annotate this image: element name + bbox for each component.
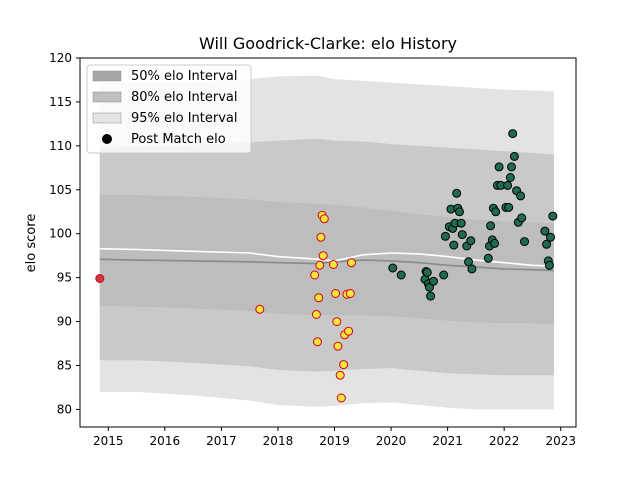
data-point bbox=[396, 270, 406, 280]
data-point bbox=[483, 253, 493, 263]
plot-area bbox=[95, 75, 558, 410]
data-point bbox=[494, 162, 504, 172]
y-tick-label: 80 bbox=[57, 402, 72, 416]
data-point bbox=[546, 232, 555, 242]
data-point bbox=[344, 326, 354, 336]
x-tick-label: 2017 bbox=[206, 434, 237, 448]
data-point bbox=[505, 173, 515, 182]
data-point bbox=[507, 162, 516, 172]
data-point bbox=[486, 221, 496, 231]
y-tick-label: 110 bbox=[49, 139, 72, 153]
data-point bbox=[491, 207, 501, 217]
y-tick-label: 95 bbox=[57, 271, 72, 285]
data-point bbox=[314, 293, 324, 303]
x-tick-label: 2023 bbox=[545, 434, 576, 448]
data-point bbox=[319, 214, 329, 224]
data-point bbox=[548, 211, 558, 221]
y-tick-label: 115 bbox=[49, 95, 72, 109]
legend-box bbox=[86, 64, 252, 154]
data-point bbox=[449, 240, 459, 250]
data-point bbox=[345, 289, 355, 298]
data-point bbox=[426, 291, 436, 301]
data-point bbox=[328, 260, 338, 269]
data-point bbox=[425, 282, 434, 292]
x-tick-label: 2018 bbox=[263, 434, 294, 448]
data-point bbox=[388, 263, 398, 273]
data-point bbox=[464, 257, 473, 267]
data-point bbox=[457, 230, 467, 240]
data-point bbox=[339, 360, 349, 370]
x-tick-label: 2022 bbox=[489, 434, 520, 448]
data-point bbox=[422, 267, 432, 277]
data-point bbox=[439, 270, 449, 280]
mean-elo-line bbox=[99, 247, 554, 267]
data-point bbox=[456, 218, 466, 228]
data-point bbox=[503, 180, 513, 190]
data-point bbox=[466, 236, 476, 246]
y-axis-label: elo score bbox=[24, 214, 39, 273]
data-point bbox=[516, 191, 526, 201]
x-tick-label: 2021 bbox=[432, 434, 463, 448]
x-tick-label: 2020 bbox=[376, 434, 407, 448]
data-point bbox=[508, 129, 518, 139]
data-point bbox=[255, 304, 265, 314]
y-tick-label: 90 bbox=[57, 315, 72, 329]
x-tick-label: 2015 bbox=[93, 434, 124, 448]
data-point bbox=[452, 188, 462, 198]
data-point bbox=[311, 310, 321, 319]
y-tick-label: 120 bbox=[49, 51, 72, 65]
data-point bbox=[504, 202, 514, 212]
data-point bbox=[95, 274, 105, 283]
data-point bbox=[333, 341, 343, 351]
legend-label: Post Match elo bbox=[131, 132, 226, 147]
y-tick-label: 105 bbox=[49, 183, 72, 197]
data-point bbox=[455, 207, 464, 217]
x-tick-label: 2019 bbox=[319, 434, 350, 448]
data-point bbox=[544, 260, 554, 270]
data-point bbox=[429, 276, 438, 286]
data-point bbox=[467, 264, 477, 274]
data-point bbox=[313, 337, 322, 347]
data-point bbox=[335, 370, 345, 380]
data-point bbox=[336, 393, 346, 403]
chart-title: Will Goodrick-Clarke: elo History bbox=[199, 34, 457, 53]
legend-label: 95% elo Interval bbox=[131, 111, 238, 126]
data-point bbox=[310, 270, 320, 280]
data-point bbox=[347, 258, 356, 268]
data-point bbox=[542, 239, 552, 249]
legend-swatch bbox=[92, 70, 122, 82]
data-point bbox=[318, 251, 328, 261]
legend: 50% elo Interval 80% elo Interval 95% elo … bbox=[86, 64, 252, 154]
data-point bbox=[315, 260, 325, 270]
y-tick-label: 100 bbox=[49, 227, 72, 241]
median-elo-line bbox=[99, 258, 554, 272]
data-point bbox=[520, 237, 529, 247]
x-tick-label: 2016 bbox=[150, 434, 181, 448]
data-point bbox=[490, 238, 500, 248]
legend-swatch bbox=[92, 112, 122, 124]
data-point bbox=[332, 317, 342, 327]
legend-label: 50% elo Interval bbox=[131, 69, 238, 84]
legend-marker bbox=[102, 134, 112, 144]
legend-swatch bbox=[92, 91, 122, 103]
data-point bbox=[509, 151, 519, 161]
data-point bbox=[316, 232, 326, 242]
plot-frame bbox=[79, 57, 577, 428]
axes: 2015 2016 2017 2018 2019 2020 2021 2022 2023 80 85… bbox=[49, 51, 577, 448]
data-point bbox=[540, 226, 550, 236]
data-point bbox=[517, 213, 527, 223]
data-point bbox=[331, 289, 341, 298]
data-point bbox=[440, 231, 450, 241]
y-tick-label: 85 bbox=[57, 359, 72, 373]
legend-label: 80% elo Interval bbox=[131, 90, 238, 105]
